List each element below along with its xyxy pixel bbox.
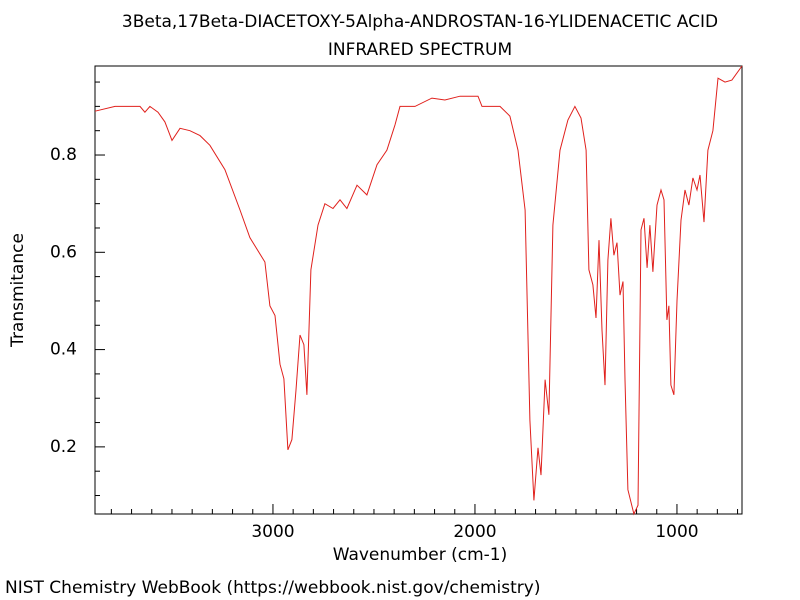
x-tick-label: 3000 xyxy=(251,522,294,542)
y-axis-label: Transmitance xyxy=(8,233,28,348)
y-tick-label: 0.6 xyxy=(50,242,77,262)
y-tick-label: 0.2 xyxy=(50,437,77,457)
plot-frame xyxy=(94,65,743,515)
spectrum-line xyxy=(94,65,743,516)
x-tick-label: 2000 xyxy=(453,522,496,542)
x-tick-label: 1000 xyxy=(655,522,698,542)
chart-subtitle: INFRARED SPECTRUM xyxy=(328,40,512,60)
source-note: NIST Chemistry WebBook (https://webbook.… xyxy=(5,578,540,598)
y-tick-label: 0.4 xyxy=(50,340,77,360)
y-tick-label: 0.8 xyxy=(50,145,77,165)
chart-title: 3Beta,17Beta-DIACETOXY-5Alpha-ANDROSTAN-… xyxy=(122,12,718,32)
x-axis-label: Wavenumber (cm-1) xyxy=(333,545,508,565)
